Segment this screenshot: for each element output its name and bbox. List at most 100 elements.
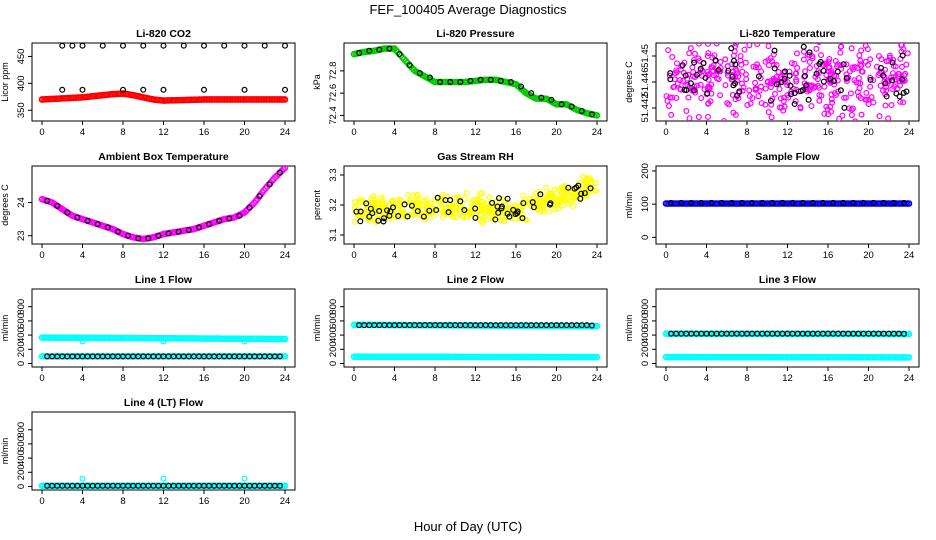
data-point — [665, 103, 672, 110]
data-point — [788, 91, 795, 98]
data-point — [396, 51, 403, 58]
data-point — [816, 43, 822, 46]
data-point — [548, 96, 555, 103]
y-tick-label: 200 — [640, 163, 651, 179]
data-point — [559, 186, 566, 193]
data-point — [817, 58, 824, 65]
data-point — [670, 84, 677, 91]
data-point — [870, 199, 877, 206]
panel-6: Sample Flow 0 4 8 12 16 20 24 0 100 200 ml/min — [624, 151, 920, 261]
data-point — [276, 353, 283, 360]
data-point — [889, 59, 896, 66]
series-2 — [356, 45, 595, 118]
x-tick-label: 0 — [39, 496, 44, 507]
data-point — [543, 195, 550, 202]
data-point — [841, 104, 848, 111]
data-point — [889, 85, 896, 92]
data-point — [201, 43, 207, 49]
data-point — [582, 180, 589, 187]
y-tick-label: 100 — [640, 196, 651, 212]
x-tick-label: 8 — [744, 127, 749, 138]
series-2 — [353, 182, 594, 225]
data-point — [797, 88, 804, 95]
data-point — [841, 94, 848, 101]
data-point — [788, 60, 795, 67]
data-point — [233, 120, 236, 121]
data-point — [562, 183, 569, 190]
series-2 — [662, 353, 913, 361]
y-axis-label: degrees C — [624, 61, 634, 103]
y-tick-label: 400 — [16, 75, 27, 91]
data-point — [693, 71, 700, 78]
data-point — [789, 199, 796, 206]
data-point — [512, 211, 519, 218]
data-point — [414, 208, 421, 215]
data-point — [467, 210, 474, 217]
x-tick-label: 12 — [782, 373, 793, 384]
y-tick-label: 200 — [640, 341, 651, 357]
x-tick-label: 16 — [511, 373, 522, 384]
panel-title: Line 4 (LT) Flow — [124, 397, 204, 409]
data-point — [282, 43, 288, 49]
data-point — [852, 118, 859, 121]
data-point — [155, 232, 162, 239]
data-point — [520, 192, 527, 199]
data-point — [376, 46, 383, 53]
data-point — [857, 61, 864, 68]
data-point — [767, 97, 774, 104]
y-tick-label: 400 — [16, 327, 27, 343]
data-point — [884, 80, 891, 87]
data-point — [131, 120, 135, 121]
data-point — [686, 115, 693, 121]
data-point — [464, 209, 471, 216]
data-point — [885, 115, 892, 121]
y-tick-label: 600 — [640, 313, 651, 329]
y-tick-label: 600 — [328, 313, 339, 329]
plot-data — [38, 334, 289, 360]
data-point — [216, 217, 223, 224]
data-point — [459, 212, 466, 219]
data-point — [504, 210, 511, 217]
data-point — [386, 212, 393, 219]
data-point — [226, 215, 233, 222]
data-point — [849, 105, 856, 112]
data-point — [192, 120, 196, 121]
data-point — [416, 70, 423, 77]
x-tick-label: 12 — [158, 250, 169, 261]
data-point — [771, 47, 778, 54]
data-point — [481, 209, 488, 216]
y-axis-label: ml/min — [0, 315, 10, 342]
data-point — [673, 94, 680, 101]
data-point — [390, 204, 397, 211]
data-point — [903, 61, 910, 68]
plot-data — [38, 166, 289, 243]
data-point — [416, 202, 423, 209]
data-point — [669, 54, 676, 61]
data-point — [826, 56, 833, 63]
data-point — [728, 199, 735, 206]
data-point — [816, 97, 823, 104]
data-point — [175, 228, 182, 235]
data-point — [895, 70, 902, 77]
x-tick-label: 20 — [551, 127, 562, 138]
data-point — [356, 50, 363, 57]
data-point — [836, 115, 843, 121]
data-point — [79, 86, 86, 93]
data-point — [792, 98, 799, 105]
data-point — [241, 338, 248, 345]
data-point — [739, 87, 746, 94]
data-point — [668, 111, 675, 118]
data-point — [696, 43, 703, 47]
data-point — [752, 79, 759, 86]
panel-title: Line 3 Flow — [759, 274, 817, 286]
x-tick-label: 24 — [592, 250, 603, 261]
data-point — [568, 103, 575, 110]
x-tick-label: 8 — [120, 373, 125, 384]
x-tick-label: 0 — [39, 373, 44, 384]
data-point — [776, 86, 783, 93]
data-point — [384, 207, 391, 214]
data-point — [730, 57, 737, 64]
data-point — [685, 71, 692, 78]
data-point — [59, 43, 66, 49]
